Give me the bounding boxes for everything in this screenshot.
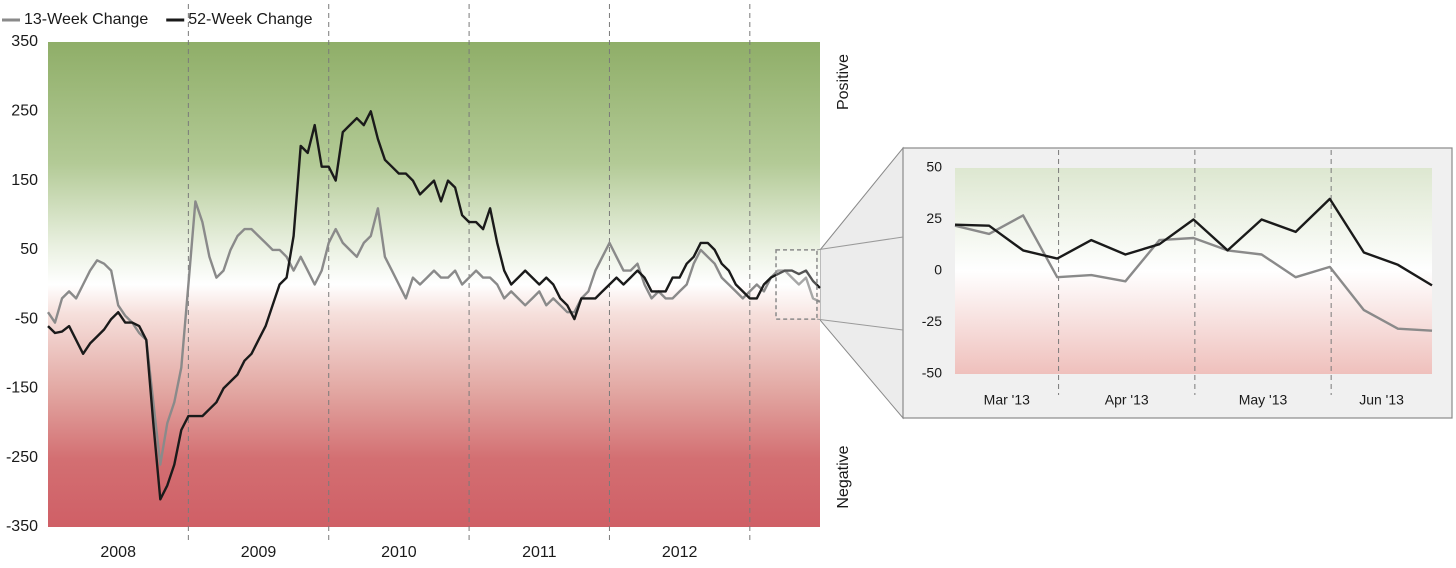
series-line	[954, 197, 1433, 287]
series-line	[47, 110, 821, 501]
legend-label: 13-Week Change	[24, 11, 148, 28]
x-tick-label: 2009	[241, 544, 277, 561]
x-tick-label: Mar '13	[984, 392, 1030, 408]
series-line	[954, 214, 1433, 332]
y-tick-label: -150	[6, 380, 38, 397]
x-tick-label: Apr '13	[1105, 392, 1149, 408]
y-tick-label: -50	[922, 365, 942, 381]
legend-label: 52-Week Change	[188, 11, 312, 28]
y-tick-label: 50	[926, 159, 942, 175]
zoom-box	[775, 249, 818, 320]
y-tick-label: 25	[926, 210, 942, 226]
y-tick-label: 350	[11, 33, 38, 50]
x-tick-label: 2012	[662, 544, 698, 561]
plot-background	[955, 168, 1432, 374]
x-tick-label: Jun '13	[1359, 392, 1404, 408]
side-annotation: Negative	[835, 445, 852, 508]
x-tick-label: 2011	[522, 544, 557, 561]
zoom-connector	[816, 318, 904, 331]
zoom-connector	[816, 236, 904, 251]
side-annotation: Positive	[835, 54, 852, 110]
x-tick-label: 2008	[100, 544, 136, 561]
plot-background	[48, 42, 820, 527]
y-tick-label: -250	[6, 449, 38, 466]
series-line	[47, 200, 821, 466]
x-tick-label: May '13	[1239, 392, 1288, 408]
zoom-funnel	[819, 146, 904, 420]
y-tick-label: -350	[6, 518, 38, 535]
x-tick-label: 2010	[381, 544, 417, 561]
y-tick-label: -25	[922, 313, 942, 329]
y-tick-label: 250	[11, 103, 38, 120]
y-tick-label: 0	[934, 262, 942, 278]
y-tick-label: 50	[20, 241, 38, 258]
y-tick-label: 150	[11, 172, 38, 189]
y-tick-label: -50	[15, 310, 38, 327]
